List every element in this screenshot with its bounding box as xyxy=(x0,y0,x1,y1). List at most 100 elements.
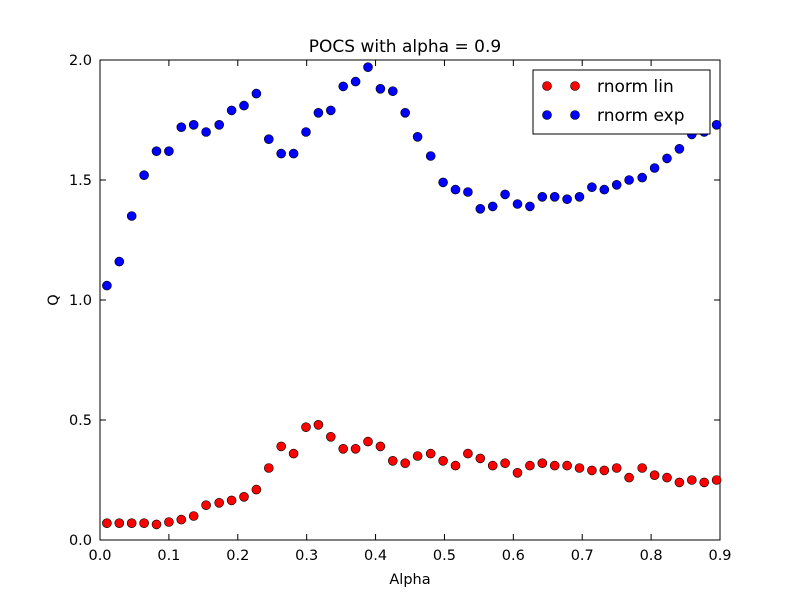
data-point xyxy=(126,518,137,529)
data-point xyxy=(587,465,597,476)
data-point xyxy=(400,458,411,469)
data-point xyxy=(463,187,473,197)
legend-frame xyxy=(532,69,711,135)
data-point xyxy=(313,108,324,118)
data-point xyxy=(637,463,648,473)
x-tick-label: 0.3 xyxy=(295,548,318,564)
legend-marker-rnorm-lin xyxy=(570,81,580,91)
data-point xyxy=(188,120,199,130)
y-axis: 0.0 0.5 1.0 1.5 2.0 xyxy=(69,53,720,549)
data-point xyxy=(338,443,349,454)
data-point xyxy=(512,199,523,209)
data-point xyxy=(151,146,162,156)
data-point xyxy=(214,120,224,130)
data-point xyxy=(475,204,486,214)
data-point xyxy=(624,175,634,185)
y-tick-label: 0.5 xyxy=(69,413,92,429)
data-point xyxy=(325,431,336,442)
data-point xyxy=(624,472,634,483)
data-point xyxy=(475,453,486,464)
data-point xyxy=(164,517,174,527)
data-point xyxy=(139,170,149,180)
legend: rnorm lin rnorm exp xyxy=(532,69,711,135)
data-point xyxy=(363,62,373,72)
data-point xyxy=(301,127,311,137)
data-point xyxy=(350,76,361,87)
data-point xyxy=(450,184,461,195)
legend-entry-rnorm-lin: rnorm lin xyxy=(542,77,674,97)
data-point xyxy=(176,514,187,525)
data-point xyxy=(562,460,572,471)
chart-title: POCS with alpha = 0.9 xyxy=(309,37,501,57)
data-point xyxy=(525,460,535,471)
data-point xyxy=(375,441,386,452)
data-point xyxy=(662,472,672,483)
series-layer xyxy=(102,62,722,530)
data-point xyxy=(662,153,672,164)
data-point xyxy=(425,448,436,459)
data-point xyxy=(276,441,287,452)
data-point xyxy=(487,201,498,212)
data-point xyxy=(549,460,560,471)
data-point xyxy=(350,443,361,454)
x-tick-label: 0.9 xyxy=(708,548,731,564)
data-point xyxy=(611,463,622,473)
data-point xyxy=(649,163,660,173)
x-tick-label: 0.1 xyxy=(157,548,180,564)
data-point xyxy=(363,436,373,447)
legend-marker-rnorm-lin xyxy=(542,81,552,91)
legend-marker-rnorm-exp xyxy=(542,110,552,120)
data-point xyxy=(412,132,423,142)
data-point xyxy=(226,105,237,116)
data-point xyxy=(587,182,597,192)
data-point xyxy=(438,177,448,188)
x-tick-label: 0.2 xyxy=(226,548,249,564)
x-tick-label: 0.5 xyxy=(433,548,456,564)
data-point xyxy=(338,81,349,92)
legend-entry-rnorm-exp: rnorm exp xyxy=(542,106,685,126)
data-point xyxy=(188,511,199,521)
series-rnorm-exp xyxy=(102,62,722,291)
data-point xyxy=(239,100,249,111)
y-tick-label: 1.5 xyxy=(69,173,92,189)
data-point xyxy=(574,463,585,473)
data-point xyxy=(102,280,112,291)
data-point xyxy=(263,134,274,144)
data-point xyxy=(139,518,149,529)
data-point xyxy=(176,122,187,132)
data-point xyxy=(711,120,722,130)
data-point xyxy=(239,491,249,502)
data-point xyxy=(487,460,498,471)
data-point xyxy=(711,475,722,485)
y-tick-label: 1.0 xyxy=(69,293,92,309)
data-point xyxy=(313,419,324,430)
data-point xyxy=(500,458,510,469)
data-point xyxy=(276,148,287,159)
data-point xyxy=(438,455,448,466)
data-point xyxy=(450,460,461,471)
data-point xyxy=(512,467,523,478)
data-point xyxy=(375,84,386,94)
data-point xyxy=(214,497,224,508)
series-rnorm-lin xyxy=(102,419,722,530)
data-point xyxy=(500,189,510,200)
data-point xyxy=(463,448,473,459)
data-point xyxy=(674,477,685,488)
data-point xyxy=(599,184,610,195)
data-point xyxy=(699,477,710,488)
data-point xyxy=(537,192,548,202)
x-tick-label: 0.7 xyxy=(571,548,594,564)
x-axis-label: Alpha xyxy=(389,572,430,588)
y-axis-label: Q xyxy=(46,294,62,305)
data-point xyxy=(412,451,423,461)
x-tick-label: 0.0 xyxy=(88,548,111,564)
data-point xyxy=(288,148,299,159)
data-point xyxy=(400,108,411,118)
data-point xyxy=(151,519,162,530)
data-point xyxy=(226,495,237,506)
data-point xyxy=(301,422,311,433)
data-point xyxy=(387,86,398,96)
y-tick-label: 0.0 xyxy=(69,533,92,549)
data-point xyxy=(562,194,572,204)
